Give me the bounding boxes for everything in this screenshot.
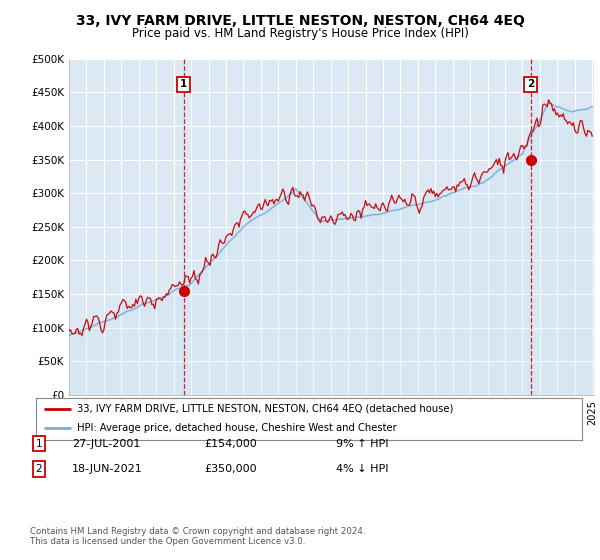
Text: Contains HM Land Registry data © Crown copyright and database right 2024.
This d: Contains HM Land Registry data © Crown c… — [30, 526, 365, 546]
Text: 33, IVY FARM DRIVE, LITTLE NESTON, NESTON, CH64 4EQ: 33, IVY FARM DRIVE, LITTLE NESTON, NESTO… — [76, 14, 524, 28]
Text: 2: 2 — [527, 80, 534, 90]
Text: 2: 2 — [35, 464, 43, 474]
Text: 18-JUN-2021: 18-JUN-2021 — [72, 464, 143, 474]
Text: Price paid vs. HM Land Registry's House Price Index (HPI): Price paid vs. HM Land Registry's House … — [131, 27, 469, 40]
Text: 27-JUL-2001: 27-JUL-2001 — [72, 438, 140, 449]
Text: 1: 1 — [180, 80, 187, 90]
Text: HPI: Average price, detached house, Cheshire West and Chester: HPI: Average price, detached house, Ches… — [77, 423, 397, 433]
Text: 4% ↓ HPI: 4% ↓ HPI — [336, 464, 389, 474]
Text: 1: 1 — [35, 438, 43, 449]
Text: 33, IVY FARM DRIVE, LITTLE NESTON, NESTON, CH64 4EQ (detached house): 33, IVY FARM DRIVE, LITTLE NESTON, NESTO… — [77, 404, 454, 414]
Text: £154,000: £154,000 — [204, 438, 257, 449]
Text: 9% ↑ HPI: 9% ↑ HPI — [336, 438, 389, 449]
Text: £350,000: £350,000 — [204, 464, 257, 474]
